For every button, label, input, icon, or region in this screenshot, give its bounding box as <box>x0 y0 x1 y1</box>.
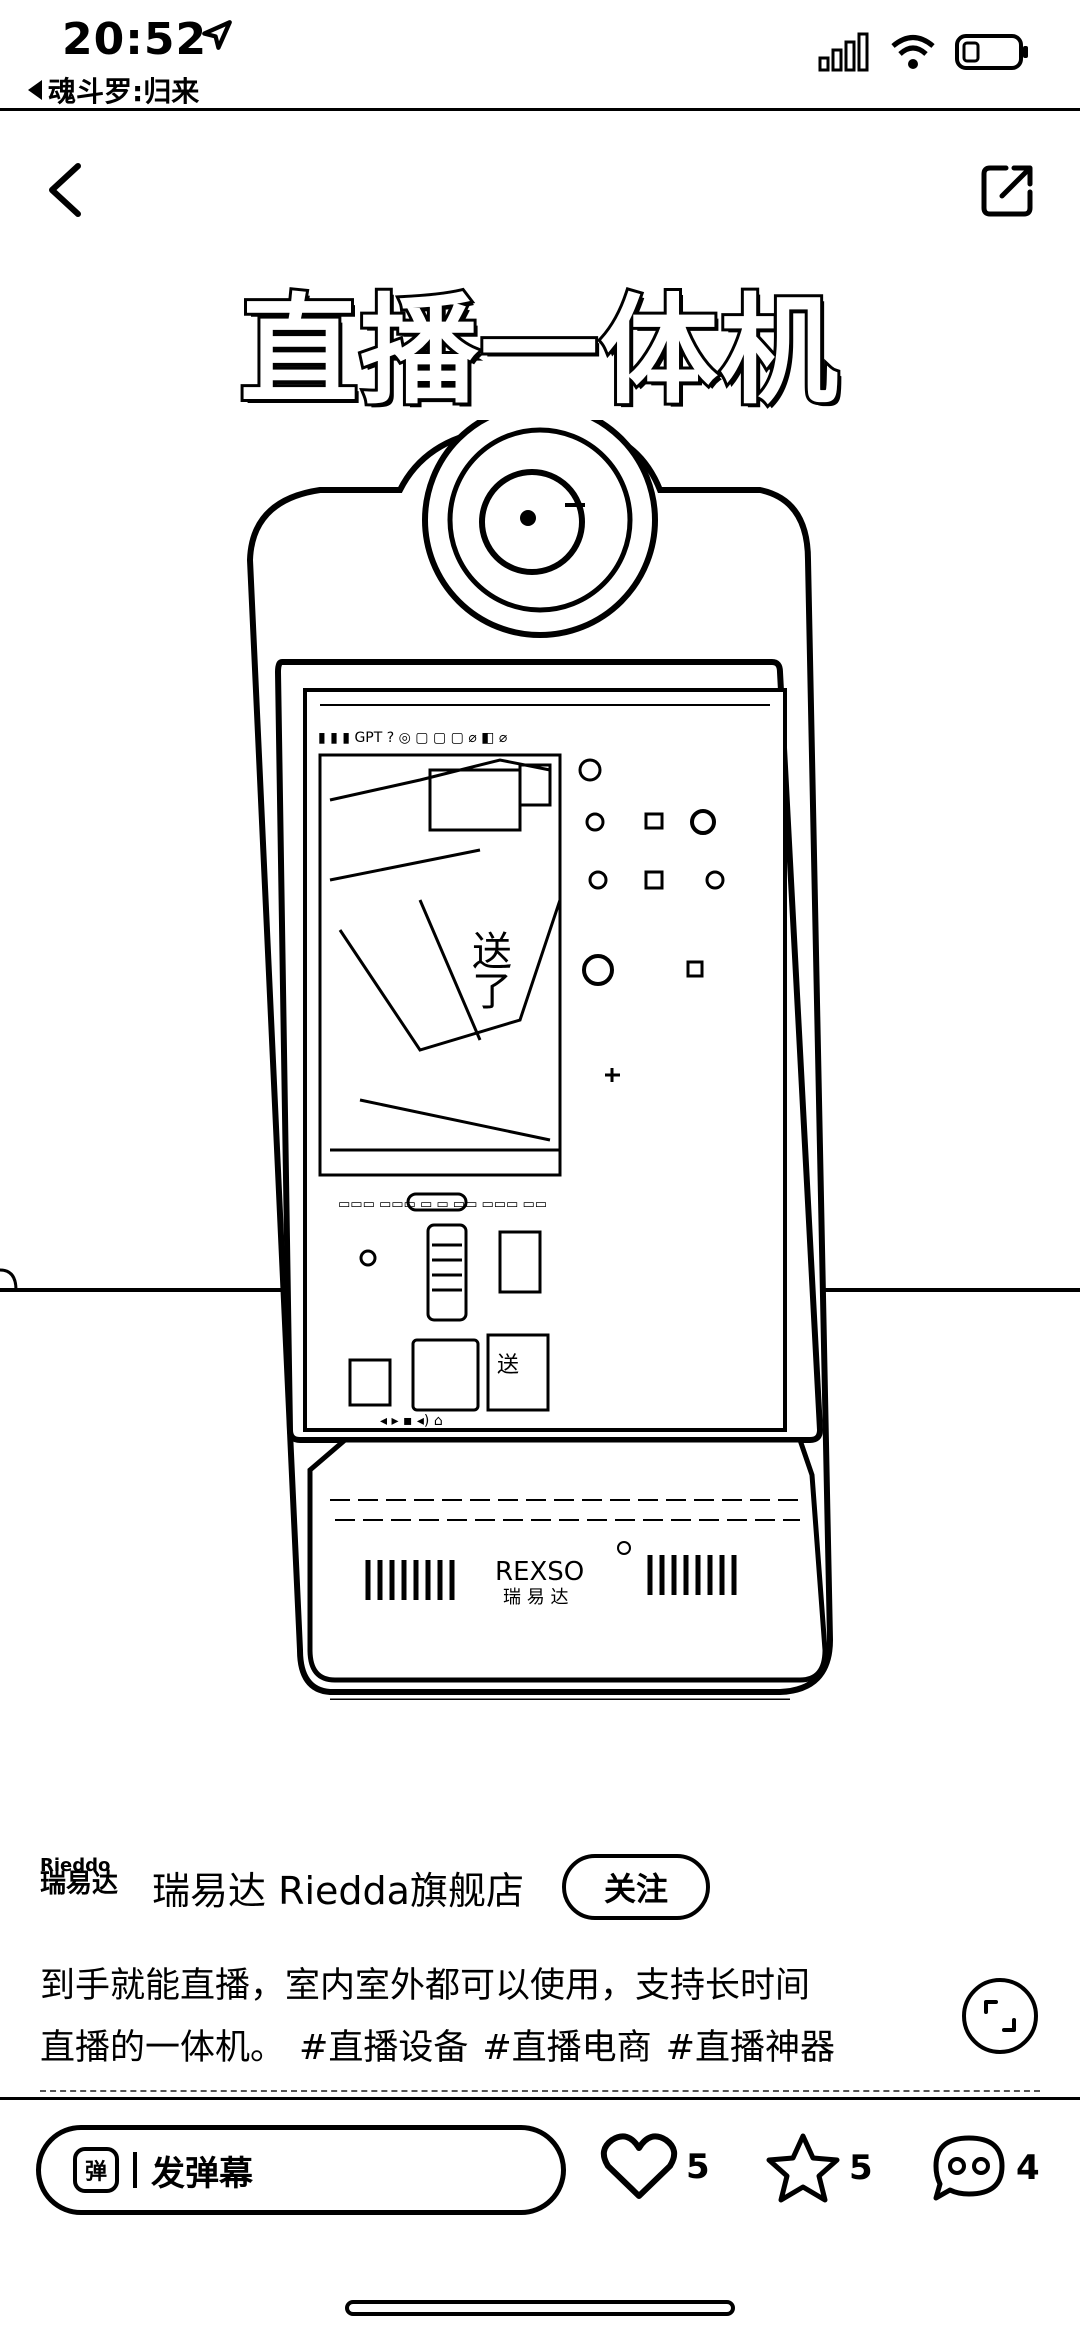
like-count: 5 <box>686 2147 710 2187</box>
follow-button[interactable]: 关注 <box>561 1854 710 1920</box>
shop-row: Rieddo 瑞易达 瑞易达 Riedda旗舰店 关注 <box>40 1852 710 1922</box>
hero-title: 直播一体机 <box>237 279 841 423</box>
cellular-signal-icon <box>818 32 869 72</box>
danmu-placeholder: 发弹幕 <box>151 2153 253 2194</box>
back-triangle-icon <box>28 80 42 100</box>
comment-count: 4 <box>1016 2148 1040 2188</box>
comment-icon <box>933 2135 1005 2201</box>
battery-icon <box>955 34 1028 70</box>
description-line-1: 到手就能直播，室内室外都可以使用，支持长时间 <box>40 1966 811 2006</box>
back-app-label: 魂斗罗:归来 <box>48 75 200 108</box>
video-progress-bar[interactable] <box>40 2090 1040 2096</box>
like-button[interactable]: 5 <box>600 2132 710 2202</box>
comment-button[interactable]: 4 <box>930 2132 1040 2204</box>
favorite-button[interactable]: 5 <box>765 2132 873 2204</box>
location-arrow-icon <box>202 20 232 50</box>
status-time: 20:52 <box>62 14 208 65</box>
danmu-input[interactable]: 弹 发弹幕 <box>36 2125 566 2215</box>
hashtag[interactable]: #直播神器 <box>665 2028 835 2068</box>
svg-text:▮ ▮ ▮ GPT ? ◎ ▢ ▢ ▢ ⌀: ▮ ▮ ▮ GPT ? ◎ ▢ ▢ ▢ ⌀ ◧ ⌀ <box>318 730 508 746</box>
description-line-2-text: 直播的一体机。 <box>40 2028 286 2068</box>
shop-logo-line2: 瑞易达 <box>40 1869 119 1899</box>
danmu-separator <box>133 2152 137 2188</box>
expand-icon <box>984 2000 1016 2032</box>
svg-text:送: 送 <box>497 1353 519 1378</box>
home-indicator[interactable] <box>345 2300 735 2316</box>
device-brand-text: REXSO <box>495 1557 584 1587</box>
fullscreen-button[interactable] <box>962 1978 1038 2054</box>
status-bar: 20:52 魂斗罗:归来 <box>0 0 1080 110</box>
status-divider <box>0 108 1080 111</box>
star-icon <box>766 2133 840 2203</box>
svg-text:▭▭▭ ▭▭▭ ▭ ▭ ▭▭ ▭▭▭: ▭▭▭ ▭▭▭ ▭ ▭ ▭▭ ▭▭▭ ▭▭ <box>338 1197 547 1212</box>
back-to-app-link[interactable]: 魂斗罗:归来 <box>28 70 199 110</box>
bottom-divider <box>0 2097 1080 2100</box>
description-line-2: 直播的一体机。 #直播设备 #直播电商 #直播神器 <box>40 2017 900 2079</box>
product-image: ▮ ▮ ▮ GPT ? ◎ ▢ ▢ ▢ ⌀ ◧ ⌀ 送了 ▭▭▭ ▭▭▭ ▭ ▭… <box>0 420 1080 1700</box>
heart-icon <box>600 2133 678 2199</box>
status-icons <box>818 32 1030 72</box>
back-icon[interactable] <box>40 160 90 220</box>
hashtag[interactable]: #直播电商 <box>482 2028 652 2068</box>
hashtag[interactable]: #直播设备 <box>299 2028 469 2068</box>
svg-text:瑞 易 达: 瑞 易 达 <box>503 1587 568 1608</box>
wifi-icon <box>891 35 935 69</box>
shop-name[interactable]: 瑞易达 Riedda旗舰店 <box>152 1868 524 1913</box>
svg-text:◂ ▸ ▪ ◂) ⌂: ◂ ▸ ▪ ◂) ⌂ <box>380 1413 443 1429</box>
shop-logo-line1: Rieddo <box>40 1857 111 1876</box>
post-description: 到手就能直播，室内室外都可以使用，支持长时间 直播的一体机。 #直播设备 #直播电商… <box>40 1955 900 2079</box>
share-icon[interactable] <box>976 158 1040 222</box>
favorite-count: 5 <box>849 2148 873 2188</box>
danmu-toggle-icon[interactable]: 弹 <box>73 2147 119 2193</box>
svg-text:送了: 送了 <box>465 930 512 1010</box>
shop-logo[interactable]: Rieddo 瑞易达 <box>40 1857 130 1917</box>
